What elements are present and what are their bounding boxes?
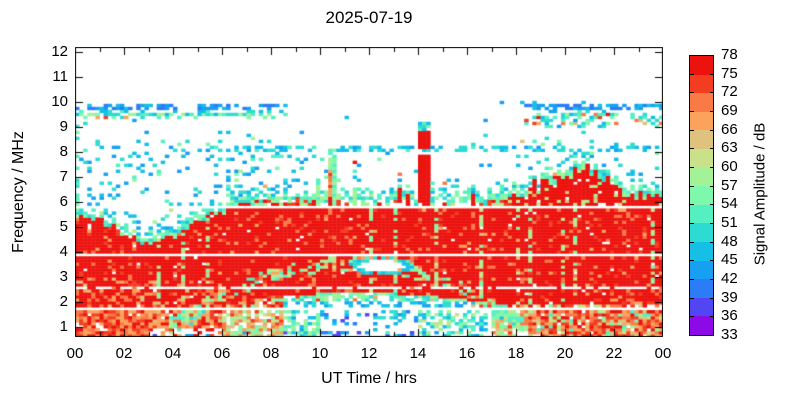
x-axis-label: UT Time / hrs bbox=[321, 370, 417, 387]
colorbar-boundary-tick bbox=[690, 223, 694, 224]
colorbar-tick-label: 42 bbox=[721, 270, 738, 287]
colorbar-tick-label: 54 bbox=[721, 195, 738, 213]
colorbar-tick-label: 36 bbox=[721, 307, 738, 325]
x-tick-label: 22 bbox=[605, 345, 623, 362]
y-tick-label: 7 bbox=[59, 168, 68, 185]
x-tick-label: 14 bbox=[409, 345, 427, 362]
y-tick-label: 9 bbox=[59, 118, 68, 135]
colorbar-boundary-tick bbox=[710, 92, 714, 94]
colorbar-segment bbox=[690, 223, 713, 242]
colorbar-tick-label: 69 bbox=[721, 102, 738, 119]
colorbar-boundary-tick bbox=[690, 73, 694, 75]
x-tick-label: 08 bbox=[262, 345, 280, 362]
x-tick-label: 06 bbox=[213, 345, 231, 362]
y-tick-label: 6 bbox=[59, 193, 68, 210]
colorbar-boundary-tick bbox=[710, 167, 714, 168]
x-tick-label: 20 bbox=[556, 345, 574, 362]
y-tick-label: 2 bbox=[59, 293, 68, 310]
colorbar-tick-label: 57 bbox=[721, 176, 738, 194]
colorbar-tick-label: 45 bbox=[721, 251, 738, 269]
colorbar-boundary-tick bbox=[690, 279, 694, 280]
colorbar-boundary-tick bbox=[690, 148, 694, 150]
x-tick-label: 10 bbox=[311, 345, 329, 362]
y-tick-label: 3 bbox=[59, 268, 68, 285]
colorbar-boundary-tick bbox=[710, 185, 714, 187]
colorbar-segment bbox=[690, 279, 713, 298]
y-tick-label: 1 bbox=[59, 318, 68, 335]
y-axis-label: Frequency / MHz bbox=[10, 131, 27, 253]
colorbar-boundary-tick bbox=[710, 241, 714, 243]
colorbar-segment bbox=[690, 204, 713, 224]
colorbar-label: Signal Amplitude / dB bbox=[751, 122, 769, 266]
colorbar-tick-label: 48 bbox=[721, 232, 738, 250]
colorbar-boundary-tick bbox=[710, 111, 714, 112]
y-tick-label: 12 bbox=[51, 43, 68, 60]
colorbar-tick-label: 78 bbox=[721, 46, 738, 63]
x-tick-label: 00 bbox=[654, 345, 672, 362]
colorbar-segment bbox=[690, 56, 713, 75]
colorbar-boundary-tick bbox=[710, 148, 714, 150]
colorbar-boundary-tick bbox=[690, 260, 694, 262]
colorbar-boundary-tick bbox=[710, 129, 714, 131]
colorbar-segment bbox=[690, 167, 713, 187]
colorbar-boundary-tick bbox=[690, 241, 694, 243]
colorbar-tick-label: 72 bbox=[721, 83, 738, 101]
colorbar-segment bbox=[690, 297, 713, 317]
colorbar-boundary-tick bbox=[710, 73, 714, 75]
colorbar-boundary-tick bbox=[710, 297, 714, 299]
colorbar-boundary-tick bbox=[690, 92, 694, 94]
colorbar-boundary-tick bbox=[710, 223, 714, 224]
x-tick-label: 04 bbox=[164, 345, 182, 362]
colorbar-segment bbox=[690, 148, 713, 168]
colorbar-tick-label: 33 bbox=[721, 326, 738, 343]
colorbar-segment bbox=[690, 316, 713, 335]
colorbar-segment bbox=[690, 241, 713, 261]
colorbar-tick-label: 39 bbox=[721, 288, 738, 306]
x-tick-label: 16 bbox=[458, 345, 476, 362]
spectrogram-canvas bbox=[75, 47, 663, 337]
y-tick-label: 11 bbox=[52, 68, 68, 85]
colorbar-boundary-tick bbox=[690, 297, 694, 299]
colorbar-tick-label: 66 bbox=[721, 120, 738, 138]
y-tick-label: 5 bbox=[59, 218, 68, 235]
colorbar-boundary-tick bbox=[710, 279, 714, 280]
colorbar-tick-label: 63 bbox=[721, 139, 738, 157]
x-tick-label: 00 bbox=[66, 345, 84, 362]
colorbar-boundary-tick bbox=[710, 204, 714, 206]
colorbar-segment bbox=[690, 93, 713, 112]
colorbar-boundary-tick bbox=[690, 167, 694, 168]
colorbar-boundary-tick bbox=[710, 260, 714, 262]
colorbar-tick-label: 60 bbox=[721, 158, 738, 175]
chart-title: 2025-07-19 bbox=[325, 8, 413, 27]
colorbar bbox=[689, 55, 714, 336]
colorbar-segment bbox=[690, 111, 713, 131]
colorbar-boundary-tick bbox=[710, 316, 714, 318]
x-tick-label: 02 bbox=[115, 345, 133, 362]
y-tick-label: 4 bbox=[59, 243, 68, 260]
colorbar-tick-label: 75 bbox=[721, 64, 738, 82]
colorbar-boundary-tick bbox=[690, 111, 694, 112]
x-tick-label: 12 bbox=[360, 345, 378, 362]
colorbar-segment bbox=[690, 74, 713, 94]
x-tick-label: 18 bbox=[507, 345, 525, 362]
y-tick-label: 8 bbox=[59, 143, 68, 160]
colorbar-segment bbox=[690, 130, 713, 149]
colorbar-segment bbox=[690, 186, 713, 205]
colorbar-boundary-tick bbox=[690, 129, 694, 131]
colorbar-segment bbox=[690, 260, 713, 280]
colorbar-tick-label: 51 bbox=[721, 214, 738, 231]
colorbar-boundary-tick bbox=[690, 185, 694, 187]
colorbar-boundary-tick bbox=[690, 316, 694, 318]
colorbar-boundary-tick bbox=[690, 204, 694, 206]
y-tick-label: 10 bbox=[51, 93, 68, 110]
